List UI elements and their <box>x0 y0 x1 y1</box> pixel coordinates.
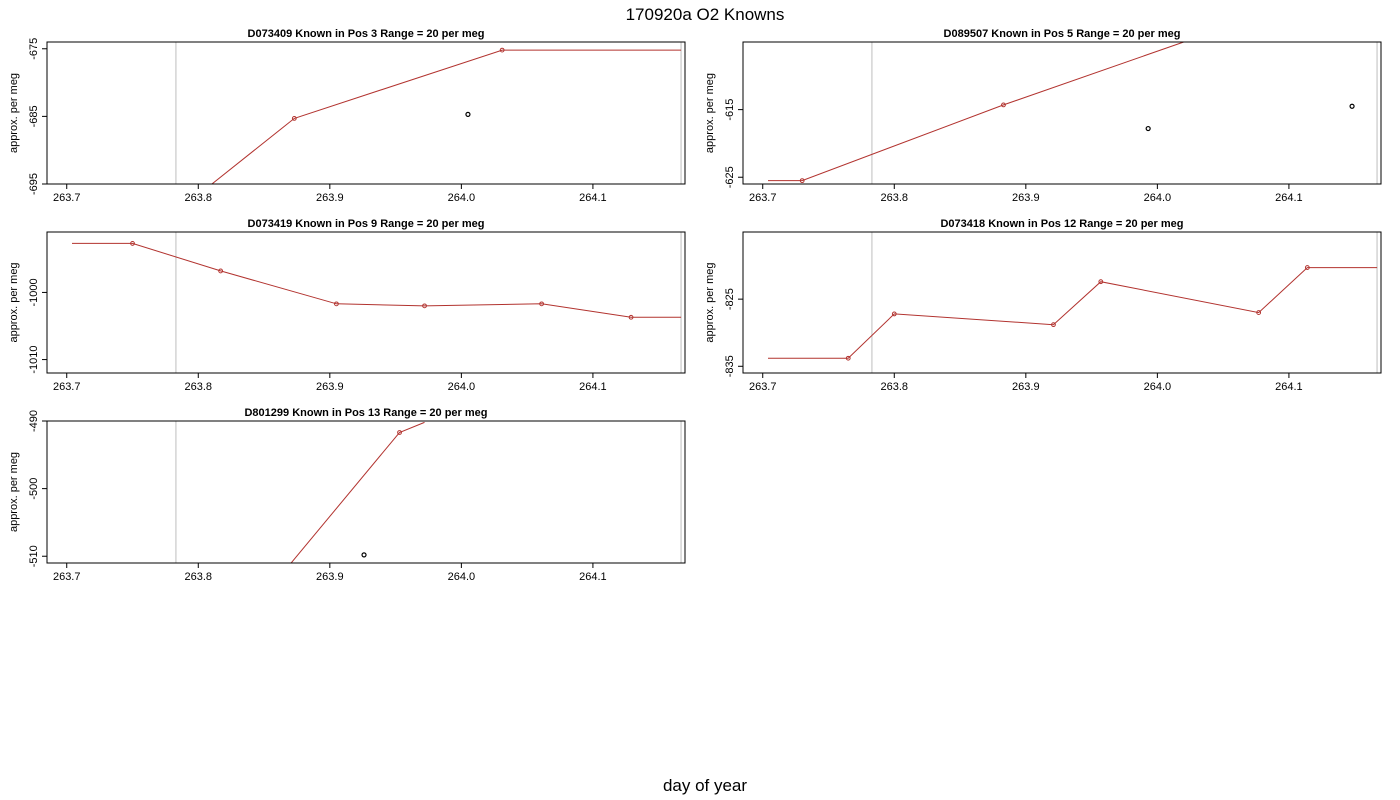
panel-title: D073419 Known in Pos 9 Range = 20 per me… <box>248 218 485 230</box>
x-tick-label: 263.7 <box>53 381 81 393</box>
x-tick-label: 263.9 <box>1012 381 1040 393</box>
plot-area <box>72 241 682 320</box>
x-tick-label: 263.7 <box>749 192 777 204</box>
outlier-point <box>1145 125 1151 132</box>
data-point <box>1256 310 1262 315</box>
y-tick-label: -500 <box>28 478 40 500</box>
x-tick-label: 264.1 <box>1275 192 1303 204</box>
x-tick-label: 264.0 <box>448 571 476 583</box>
y-tick-label: -510 <box>28 545 40 567</box>
data-point <box>628 314 634 320</box>
y-tick-label: -1000 <box>28 278 40 306</box>
data-point <box>397 430 402 435</box>
panel-2: D089507 Known in Pos 5 Range = 20 per me… <box>704 28 1382 204</box>
x-tick-label: 263.8 <box>185 571 213 583</box>
panel-frame <box>742 231 1382 374</box>
outlier-point <box>1349 103 1355 109</box>
panel-1: D073409 Known in Pos 3 Range = 20 per me… <box>8 28 686 204</box>
data-point <box>1001 102 1006 108</box>
x-tick-label: 264.0 <box>1144 381 1172 393</box>
x-tick-label: 264.0 <box>1144 192 1172 204</box>
y-axis-label: approx. per meg <box>704 262 716 342</box>
y-axis-label: approx. per meg <box>8 452 20 532</box>
panel-5: D801299 Known in Pos 13 Range = 20 per m… <box>8 407 686 583</box>
data-point <box>799 178 805 184</box>
x-tick-label: 263.9 <box>1012 192 1040 204</box>
y-tick-label: -835 <box>724 355 736 377</box>
y-tick-label: -675 <box>28 38 40 60</box>
x-tick-label: 263.9 <box>316 381 344 393</box>
data-point <box>130 241 135 246</box>
panel-4: D073418 Known in Pos 12 Range = 20 per m… <box>704 218 1382 393</box>
x-tick-label: 264.0 <box>448 381 476 393</box>
data-point <box>845 355 851 361</box>
y-axis-label: approx. per meg <box>8 73 20 153</box>
panel-frame <box>46 420 686 564</box>
data-point <box>1051 322 1056 328</box>
y-tick-label: -685 <box>28 105 40 127</box>
panel-title: D073409 Known in Pos 3 Range = 20 per me… <box>248 28 485 40</box>
plot-area <box>211 47 682 184</box>
panel-frame <box>46 231 686 374</box>
series-line <box>211 49 682 184</box>
data-point <box>1098 279 1104 285</box>
data-point <box>291 116 297 121</box>
y-tick-label: -1010 <box>28 346 40 374</box>
series-line <box>290 421 425 563</box>
y-tick-label: -615 <box>724 99 736 121</box>
x-tick-label: 263.7 <box>53 192 81 204</box>
x-tick-label: 263.7 <box>53 571 81 583</box>
x-tick-label: 263.7 <box>749 381 777 393</box>
panel-title: D073418 Known in Pos 12 Range = 20 per m… <box>940 218 1183 230</box>
x-tick-label: 263.9 <box>316 192 344 204</box>
x-tick-label: 263.8 <box>185 192 213 204</box>
y-tick-label: -490 <box>28 410 40 432</box>
panel-frame <box>46 41 686 185</box>
x-tick-label: 264.1 <box>579 571 607 583</box>
x-tick-label: 264.0 <box>448 192 476 204</box>
outlier-point <box>465 111 471 117</box>
y-tick-label: -825 <box>724 288 736 310</box>
x-tick-label: 263.8 <box>185 381 213 393</box>
y-axis-label: approx. per meg <box>704 73 716 153</box>
data-point <box>1304 265 1310 270</box>
panel-title: D801299 Known in Pos 13 Range = 20 per m… <box>244 407 487 419</box>
data-point <box>218 268 224 274</box>
data-point <box>334 301 339 307</box>
x-tick-label: 264.1 <box>579 192 607 204</box>
plot-area <box>768 42 1355 184</box>
x-tick-label: 263.8 <box>881 192 909 204</box>
y-axis-label: approx. per meg <box>8 262 20 342</box>
panel-3: D073419 Known in Pos 9 Range = 20 per me… <box>8 218 686 393</box>
y-tick-label: -695 <box>28 173 40 195</box>
x-tick-label: 263.8 <box>881 381 909 393</box>
outlier-point <box>361 552 367 558</box>
panels: D073409 Known in Pos 3 Range = 20 per me… <box>8 28 1382 583</box>
figure-xlabel: day of year <box>663 776 747 795</box>
data-point <box>891 311 897 317</box>
y-tick-label: -625 <box>724 166 736 188</box>
plot-area <box>768 265 1378 361</box>
plot-area <box>290 421 425 563</box>
x-tick-label: 264.1 <box>579 381 607 393</box>
data-point <box>499 47 505 53</box>
x-tick-label: 264.1 <box>1275 381 1303 393</box>
data-point <box>539 301 545 307</box>
x-tick-label: 263.9 <box>316 571 344 583</box>
series-line <box>768 42 1184 182</box>
data-point <box>422 303 427 309</box>
figure-title: 170920a O2 Knowns <box>626 5 785 24</box>
panel-frame <box>742 41 1382 185</box>
panel-title: D089507 Known in Pos 5 Range = 20 per me… <box>944 28 1181 40</box>
series-line <box>72 242 682 318</box>
series-line <box>768 267 1378 359</box>
